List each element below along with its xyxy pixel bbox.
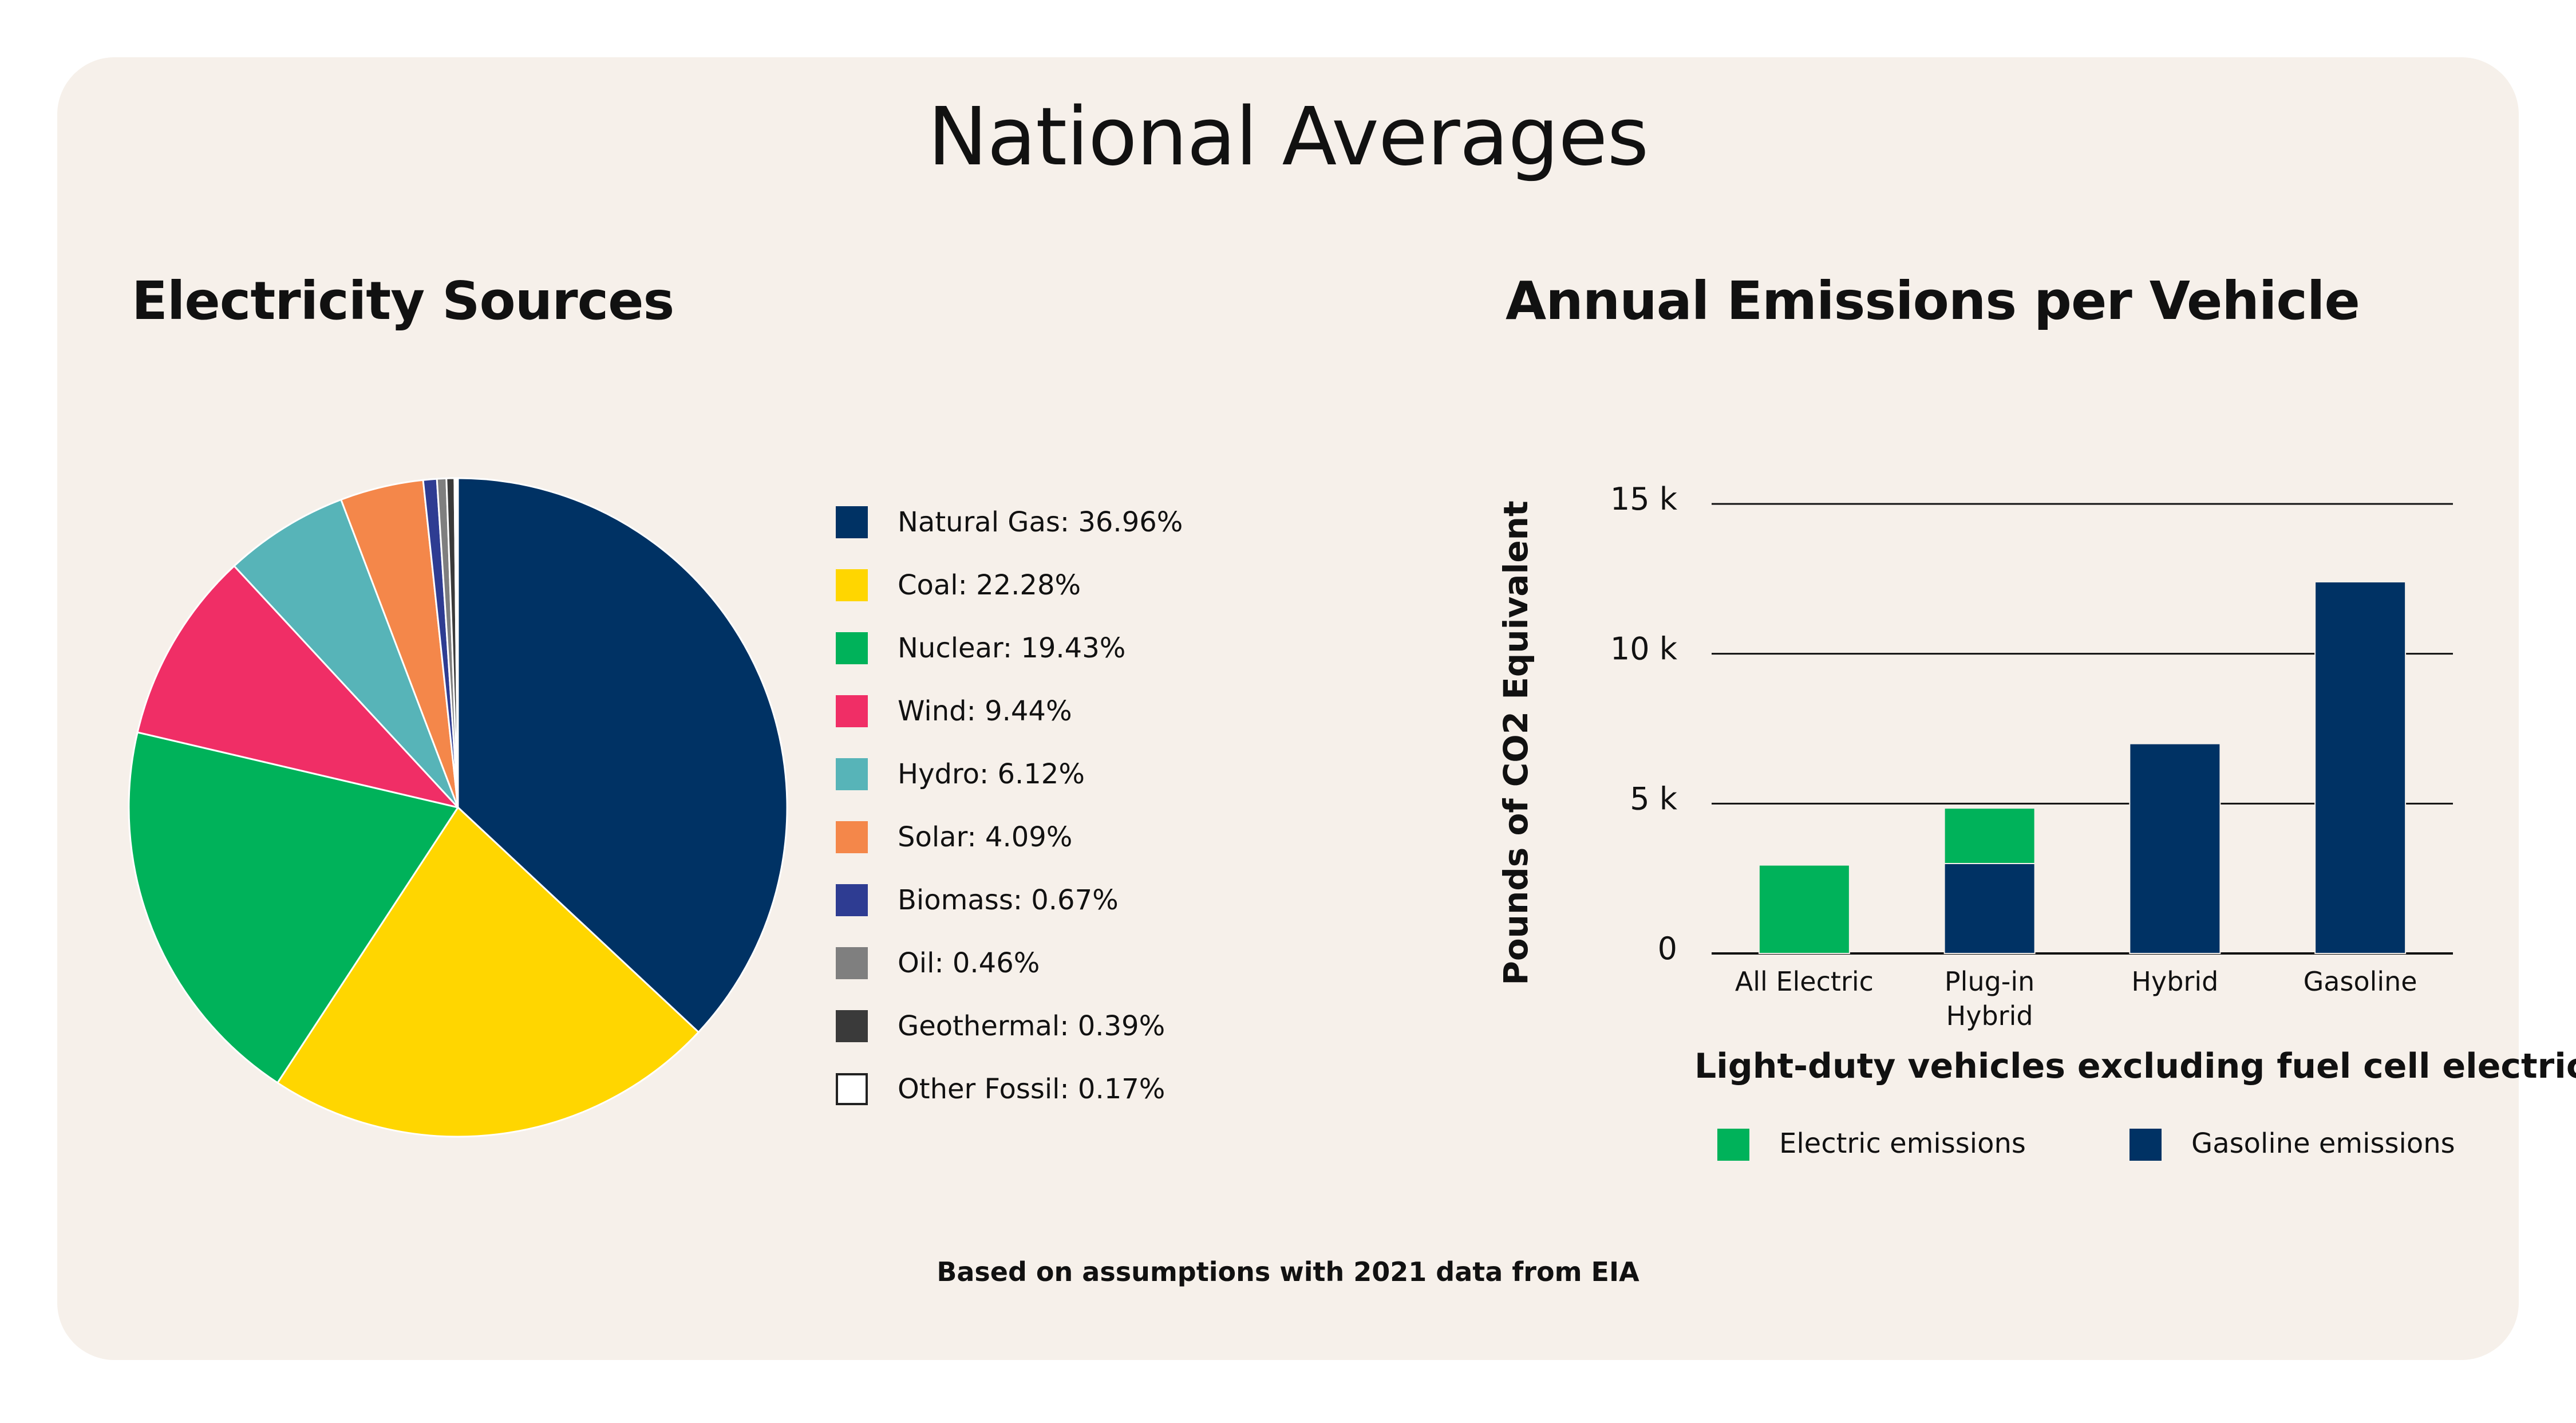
legend-swatch	[836, 758, 868, 790]
pie-slice-natural-gas	[457, 477, 788, 1033]
pie-slice-wind	[136, 565, 459, 809]
bar-chart-title: Annual Emissions per Vehicle	[1506, 270, 2360, 332]
x-tick-label-gasoline: Gasoline	[2304, 966, 2417, 997]
legend-swatch	[836, 947, 868, 979]
page-title: National Averages	[927, 90, 1649, 184]
legend-swatch	[2129, 1129, 2162, 1161]
legend-swatch	[836, 821, 868, 853]
bar-hybrid-gasoline-emissions	[2129, 743, 2221, 955]
y-tick-label: 15 k	[1610, 481, 1678, 517]
legend-label: Natural Gas: 36.96%	[898, 506, 1183, 538]
y-tick-label: 0	[1658, 931, 1677, 967]
x-tick-label-plug-in-hybrid: Plug-in Hybrid	[1945, 966, 2034, 1031]
x-tick-label-hybrid: Hybrid	[2131, 966, 2218, 997]
bar-gasoline-gasoline-emissions	[2314, 581, 2407, 955]
bar-all-electric-electric-emissions	[1758, 864, 1850, 954]
footnote: Based on assumptions with 2021 data from…	[937, 1256, 1639, 1287]
legend-label: Coal: 22.28%	[898, 569, 1081, 601]
legend-swatch	[836, 695, 868, 727]
annual-emissions-bar-chart: Pounds of CO2 Equivalent 0 5 k 10 k 15 k All …	[1496, 481, 2453, 1031]
pie-chart-title: Electricity Sources	[132, 270, 674, 332]
x-tick-label-all-electric: All Electric	[1735, 966, 1874, 997]
bar-plug-in-hybrid-gasoline-emissions	[1943, 863, 2036, 954]
legend-label: Electric emissions	[1779, 1128, 2026, 1160]
pie-slice-nuclear	[128, 731, 459, 1084]
legend-label: Gasoline emissions	[2191, 1128, 2455, 1160]
legend-label: Wind: 9.44%	[898, 695, 1072, 727]
bar-chart-x-axis-label: Light-duty vehicles excluding fuel cell …	[1694, 1046, 2576, 1086]
bar-plug-in-hybrid-electric-emissions	[1943, 807, 2036, 865]
y-tick-label: 10 k	[1610, 631, 1678, 667]
legend-swatch	[836, 506, 868, 538]
legend-label: Solar: 4.09%	[898, 821, 1073, 853]
pie-slice-other-fossil	[453, 477, 459, 809]
legend-swatch	[836, 632, 868, 664]
legend-label: Nuclear: 19.43%	[898, 632, 1126, 664]
legend-swatch	[836, 569, 868, 601]
legend-label: Geothermal: 0.39%	[898, 1010, 1165, 1042]
legend-swatch	[836, 1010, 868, 1042]
electricity-sources-pie-chart	[128, 477, 788, 1138]
legend-label: Hydro: 6.12%	[898, 758, 1085, 790]
legend-label: Oil: 0.46%	[898, 947, 1040, 979]
legend-swatch	[836, 884, 868, 916]
legend-label: Biomass: 0.67%	[898, 884, 1119, 916]
legend-swatch	[836, 1073, 868, 1105]
y-tick-label: 5 k	[1630, 781, 1678, 817]
pie-slice-coal	[276, 806, 700, 1138]
legend-swatch	[1717, 1129, 1749, 1161]
bar-chart-y-axis-label: Pounds of CO2 Equivalent	[1496, 500, 1535, 985]
legend-label: Other Fossil: 0.17%	[898, 1073, 1165, 1105]
pie-slice-hydro	[233, 498, 459, 809]
